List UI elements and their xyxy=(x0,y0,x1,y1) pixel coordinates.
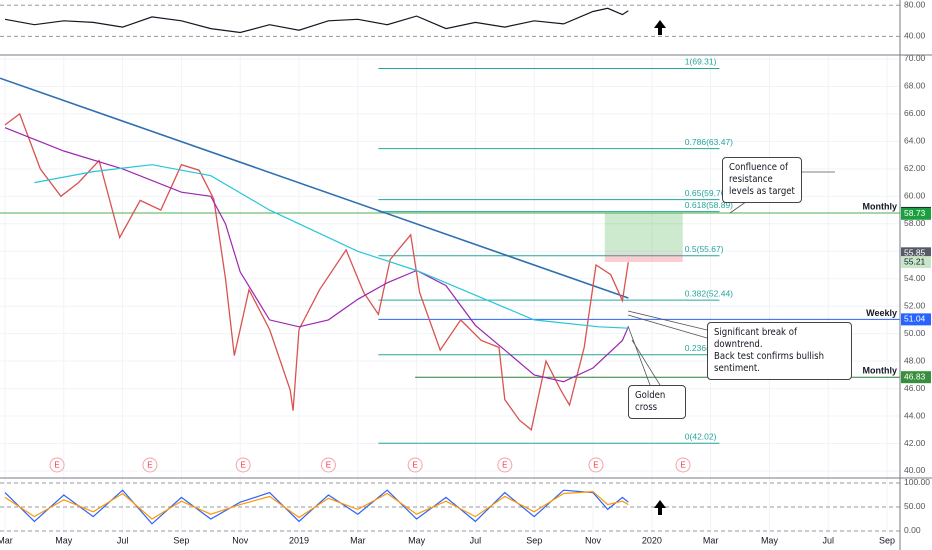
callout-line xyxy=(627,325,651,386)
x-tick-label: Mar xyxy=(703,535,719,545)
y-tick-label: 54.00 xyxy=(904,273,926,283)
target-zone xyxy=(604,212,683,254)
y-tick-label: 50.00 xyxy=(904,501,926,511)
earnings-label: E xyxy=(147,461,152,470)
callout-line xyxy=(627,310,708,331)
y-tick-label: 66.00 xyxy=(904,108,926,118)
annotation: Significant break of downtrend. Back tes… xyxy=(707,322,852,380)
series-line xyxy=(4,490,629,520)
callout-line xyxy=(627,314,708,339)
up-arrow xyxy=(654,20,666,35)
stop-zone xyxy=(604,253,683,262)
price-badge xyxy=(901,371,931,384)
y-tick-label: 60.00 xyxy=(904,191,926,201)
x-tick-label: Jul xyxy=(823,535,835,545)
up-arrow xyxy=(654,500,666,515)
y-tick-label: 40.00 xyxy=(904,31,926,41)
x-tick-label: May xyxy=(55,535,73,545)
earnings-marker xyxy=(142,457,158,473)
series-line xyxy=(4,127,629,383)
y-tick-label: 48.00 xyxy=(904,355,926,365)
y-tick-label: 62.00 xyxy=(904,163,926,173)
price-badge-label: 58.73 xyxy=(904,208,926,218)
earnings-label: E xyxy=(502,461,507,470)
earnings-label: E xyxy=(412,461,417,470)
fib-label: 0.786(63.47) xyxy=(685,137,733,147)
y-tick-label: 42.00 xyxy=(904,438,926,448)
earnings-label: E xyxy=(680,461,685,470)
earnings-marker xyxy=(675,457,691,473)
y-tick-label: 0.00 xyxy=(904,525,921,535)
x-tick-label: Sep xyxy=(173,535,189,545)
price-badge xyxy=(901,313,931,326)
y-tick-label: 40.00 xyxy=(904,465,926,475)
level-label: Weekly xyxy=(866,308,897,318)
y-tick-label: 52.00 xyxy=(904,300,926,310)
level-label: Monthly xyxy=(863,366,898,376)
y-tick-label: 80.00 xyxy=(904,0,926,9)
price-badge-label: 55.85 xyxy=(904,248,926,258)
earnings-label: E xyxy=(240,461,245,470)
x-tick-label: Nov xyxy=(232,535,249,545)
y-tick-label: 46.00 xyxy=(904,383,926,393)
earnings-marker xyxy=(497,457,513,473)
annotation: Confluence of resistance levels as targe… xyxy=(722,157,802,203)
y-tick-label: 50.00 xyxy=(904,328,926,338)
x-tick-label: Jul xyxy=(470,535,482,545)
price-badge-label: 55.21 xyxy=(904,256,926,266)
earnings-marker xyxy=(49,457,65,473)
level-label: Monthly xyxy=(863,201,898,211)
earnings-marker xyxy=(235,457,251,473)
series-line xyxy=(34,164,629,329)
earnings-label: E xyxy=(326,461,331,470)
trendline xyxy=(0,77,629,299)
x-tick-label: 2020 xyxy=(642,535,662,545)
callout-line xyxy=(631,339,661,386)
x-tick-label: Mar xyxy=(0,535,13,545)
price-badge-label: 46.83 xyxy=(904,371,926,381)
earnings-marker xyxy=(407,457,423,473)
x-tick-label: Nov xyxy=(585,535,602,545)
x-tick-label: Jul xyxy=(117,535,129,545)
x-tick-label: 2019 xyxy=(289,535,309,545)
x-tick-label: May xyxy=(761,535,779,545)
y-tick-label: 44.00 xyxy=(904,410,926,420)
y-tick-label: 70.00 xyxy=(904,53,926,63)
earnings-marker xyxy=(320,457,336,473)
y-tick-label: 64.00 xyxy=(904,136,926,146)
series-line xyxy=(4,489,629,525)
y-tick-label: 68.00 xyxy=(904,81,926,91)
annotation: Golden cross xyxy=(628,385,686,419)
price-badge xyxy=(901,207,931,220)
x-tick-label: Sep xyxy=(879,535,895,545)
price-badge-label: 51.04 xyxy=(904,314,926,324)
fib-label: 0(42.02) xyxy=(685,432,717,442)
earnings-label: E xyxy=(54,461,59,470)
x-tick-label: Mar xyxy=(350,535,366,545)
fib-label: 0.382(52.44) xyxy=(685,288,733,298)
x-tick-label: Sep xyxy=(526,535,542,545)
x-tick-label: May xyxy=(408,535,426,545)
fib-label: 1(69.31) xyxy=(685,57,717,67)
fib-label: 0.618(58.89) xyxy=(685,200,733,210)
price-badge xyxy=(901,256,931,269)
earnings-label: E xyxy=(593,461,598,470)
y-tick-label: 58.00 xyxy=(904,218,926,228)
y-tick-label: 100.00 xyxy=(904,477,930,487)
earnings-marker xyxy=(588,457,604,473)
fib-label: 0.5(55.67) xyxy=(685,244,724,254)
fib-label: 0.65(59.76) xyxy=(685,188,729,198)
series-line xyxy=(4,112,629,431)
series-line xyxy=(4,7,629,34)
